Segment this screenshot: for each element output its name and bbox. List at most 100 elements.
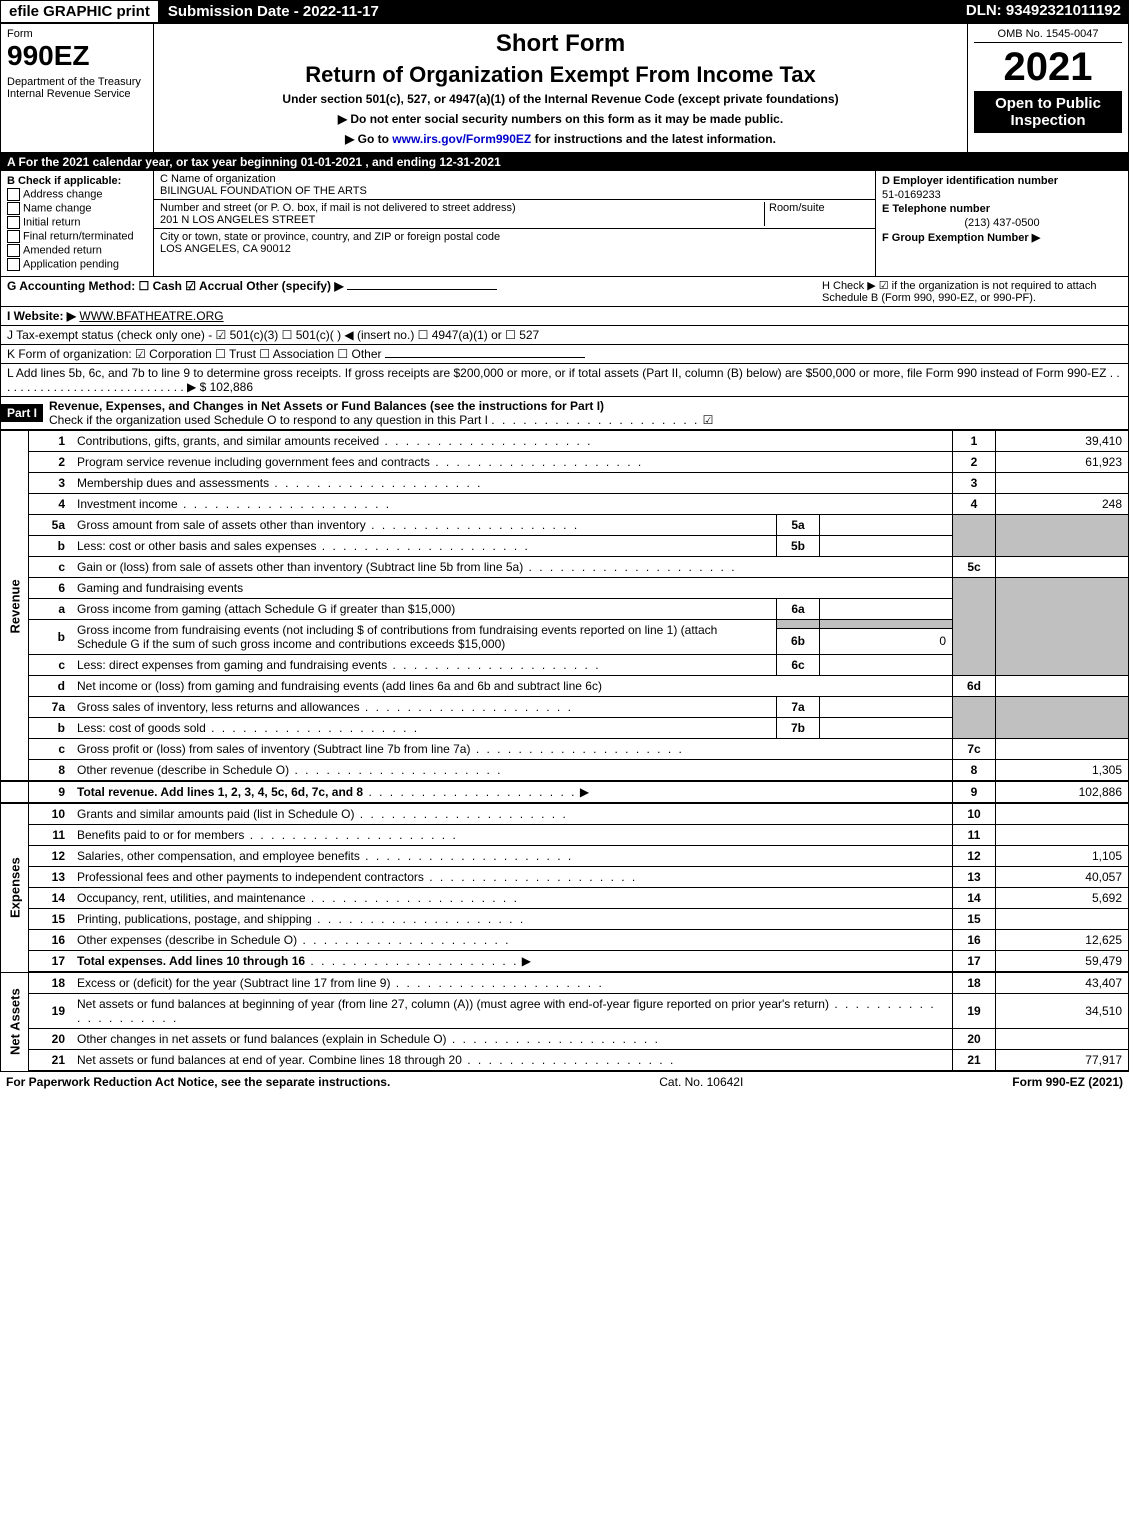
section-h: H Check ▶ ☑ if the organization is not r… — [822, 279, 1122, 304]
l9-desc: Total revenue. Add lines 1, 2, 3, 4, 5c,… — [71, 781, 953, 803]
l6c-sn: 6c — [777, 655, 820, 676]
dln-label: DLN: 93492321011192 — [958, 0, 1129, 23]
l12-ln: 12 — [953, 846, 996, 867]
website-label: I Website: ▶ — [7, 309, 76, 323]
l6a-sv — [820, 599, 953, 620]
l5c-val — [996, 557, 1129, 578]
l16-val: 12,625 — [996, 930, 1129, 951]
org-name: BILINGUAL FOUNDATION OF THE ARTS — [160, 185, 869, 197]
l7a-desc: Gross sales of inventory, less returns a… — [71, 697, 777, 718]
l6d-val — [996, 676, 1129, 697]
l5a-num: 5a — [29, 515, 72, 536]
section-cd: C Name of organization BILINGUAL FOUNDAT… — [154, 171, 1128, 276]
l8-val: 1,305 — [996, 760, 1129, 782]
other-specify-line[interactable] — [347, 289, 497, 290]
l16-ln: 16 — [953, 930, 996, 951]
rev-total-vlabel — [1, 781, 29, 803]
l21-val: 77,917 — [996, 1050, 1129, 1072]
opt-amended-return[interactable]: Amended return — [7, 244, 147, 257]
l20-num: 20 — [29, 1029, 72, 1050]
goto-note: ▶ Go to www.irs.gov/Form990EZ for instru… — [164, 132, 957, 146]
submission-date-button[interactable]: Submission Date - 2022-11-17 — [159, 0, 388, 23]
opt-address-change[interactable]: Address change — [7, 188, 147, 201]
l3-num: 3 — [29, 473, 72, 494]
opt-final-return[interactable]: Final return/terminated — [7, 230, 147, 243]
l19-val: 34,510 — [996, 994, 1129, 1029]
l1-val: 39,410 — [996, 431, 1129, 452]
l4-ln: 4 — [953, 494, 996, 515]
website-link[interactable]: WWW.BFATHEATRE.ORG — [79, 309, 223, 323]
opt-initial-return[interactable]: Initial return — [7, 216, 147, 229]
l7a-sn: 7a — [777, 697, 820, 718]
l15-val — [996, 909, 1129, 930]
l6a-sn: 6a — [777, 599, 820, 620]
l2-desc: Program service revenue including govern… — [71, 452, 953, 473]
form-of-org: K Form of organization: ☑ Corporation ☐ … — [7, 347, 382, 361]
line-l-text: L Add lines 5b, 6c, and 7b to line 9 to … — [7, 366, 1120, 394]
l6b-num: b — [29, 620, 72, 655]
l5b-desc: Less: cost or other basis and sales expe… — [71, 536, 777, 557]
tel-value: (213) 437-0500 — [882, 217, 1122, 229]
l9-num: 9 — [29, 781, 72, 803]
l6-desc: Gaming and fundraising events — [71, 578, 953, 599]
l4-desc: Investment income — [71, 494, 953, 515]
l15-desc: Printing, publications, postage, and shi… — [71, 909, 953, 930]
org-name-label: C Name of organization — [160, 173, 869, 185]
l7-shade — [953, 697, 996, 739]
l7b-sn: 7b — [777, 718, 820, 739]
l15-ln: 15 — [953, 909, 996, 930]
l17-desc: Total expenses. Add lines 10 through 16 … — [71, 951, 953, 973]
form-header: Form 990EZ Department of the Treasury In… — [0, 23, 1129, 153]
l13-num: 13 — [29, 867, 72, 888]
lines-table: Revenue 1 Contributions, gifts, grants, … — [0, 430, 1129, 1072]
l16-num: 16 — [29, 930, 72, 951]
city-label: City or town, state or province, country… — [160, 231, 869, 243]
l18-val: 43,407 — [996, 972, 1129, 994]
section-g: G Accounting Method: ☐ Cash ☑ Accrual Ot… — [7, 279, 802, 293]
l5b-num: b — [29, 536, 72, 557]
header-right: OMB No. 1545-0047 2021 Open to Public In… — [967, 24, 1128, 152]
l16-desc: Other expenses (describe in Schedule O) — [71, 930, 953, 951]
l5ab-shade-val — [996, 515, 1129, 557]
irs-link[interactable]: www.irs.gov/Form990EZ — [392, 132, 531, 146]
street-value: 201 N LOS ANGELES STREET — [160, 214, 764, 226]
efile-print-button[interactable]: efile GRAPHIC print — [0, 0, 159, 23]
l15-num: 15 — [29, 909, 72, 930]
l10-val — [996, 803, 1129, 825]
footer-left: For Paperwork Reduction Act Notice, see … — [6, 1075, 390, 1089]
l5b-sn: 5b — [777, 536, 820, 557]
opt-name-change[interactable]: Name change — [7, 202, 147, 215]
l9-val: 102,886 — [996, 781, 1129, 803]
l18-desc: Excess or (deficit) for the year (Subtra… — [71, 972, 953, 994]
l17-val: 59,479 — [996, 951, 1129, 973]
l14-ln: 14 — [953, 888, 996, 909]
street-cell: Number and street (or P. O. box, if mail… — [154, 200, 875, 229]
l6b-desc: Gross income from fundraising events (no… — [71, 620, 777, 655]
l6d-num: d — [29, 676, 72, 697]
l6b-sn: 6b — [777, 628, 820, 654]
topbar-spacer — [388, 0, 958, 23]
part1-title: Revenue, Expenses, and Changes in Net As… — [49, 399, 1122, 413]
l18-num: 18 — [29, 972, 72, 994]
l7b-desc: Less: cost of goods sold — [71, 718, 777, 739]
l5c-desc: Gain or (loss) from sale of assets other… — [71, 557, 953, 578]
l14-desc: Occupancy, rent, utilities, and maintena… — [71, 888, 953, 909]
opt-application-pending[interactable]: Application pending — [7, 258, 147, 271]
l19-ln: 19 — [953, 994, 996, 1029]
l5ab-shade — [953, 515, 996, 557]
l7c-ln: 7c — [953, 739, 996, 760]
form-code: 990EZ — [7, 40, 147, 72]
check-if-label: B Check if applicable: — [7, 175, 147, 187]
l13-ln: 13 — [953, 867, 996, 888]
section-d: D Employer identification number 51-0169… — [875, 171, 1128, 276]
part1-header-row: Part I Revenue, Expenses, and Changes in… — [0, 397, 1129, 430]
l11-val — [996, 825, 1129, 846]
l1-ln: 1 — [953, 431, 996, 452]
l6c-num: c — [29, 655, 72, 676]
other-org-line[interactable] — [385, 357, 585, 358]
netassets-vlabel: Net Assets — [1, 972, 29, 1071]
l9-ln: 9 — [953, 781, 996, 803]
ein-label: D Employer identification number — [882, 175, 1122, 187]
revenue-vlabel: Revenue — [1, 431, 29, 782]
l18-ln: 18 — [953, 972, 996, 994]
